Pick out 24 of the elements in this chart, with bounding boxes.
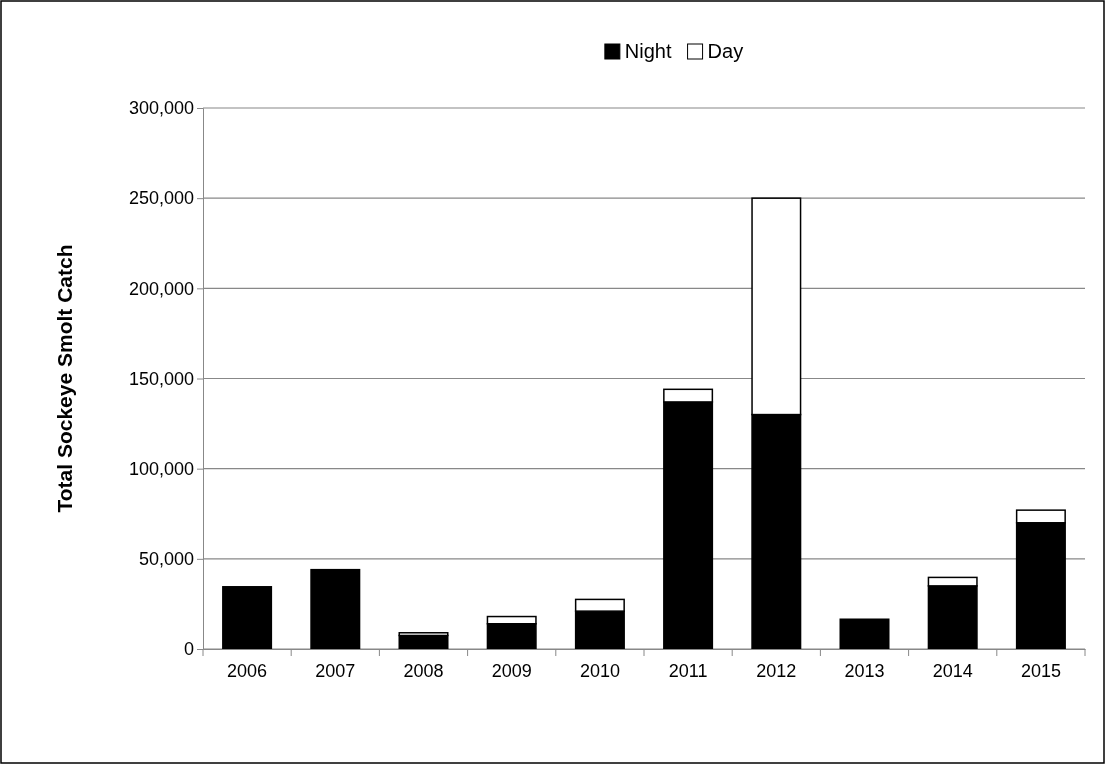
x-tick-label: 2006 [227,661,268,682]
x-tick-label: 2007 [315,661,356,682]
y-tick-label: 250,000 [128,188,194,209]
bar [839,618,890,650]
y-tick-label: 50,000 [138,549,194,570]
y-tick-label: 300,000 [128,98,194,119]
x-tick-label: 2013 [844,661,885,682]
x-tick-label: 2015 [1020,661,1061,682]
x-tick-label: 2014 [932,661,973,682]
x-tick-label: 2008 [403,661,444,682]
x-tick-label: 2011 [668,661,708,682]
y-axis-title: Total Sockeye Smolt Catch [53,244,76,513]
x-tick-label: 2012 [756,661,797,682]
x-tick-label: 2010 [579,661,620,682]
legend-label: Day [707,40,744,62]
legend-label: Night [624,40,672,62]
y-tick-label: 0 [183,639,194,660]
y-tick-label: 200,000 [128,278,194,299]
bar [310,568,361,650]
bar [398,634,449,650]
y-tick-label: 100,000 [128,458,194,479]
y-tick-label: 150,000 [128,368,194,389]
bar [222,586,273,650]
x-tick-label: 2009 [491,661,532,682]
